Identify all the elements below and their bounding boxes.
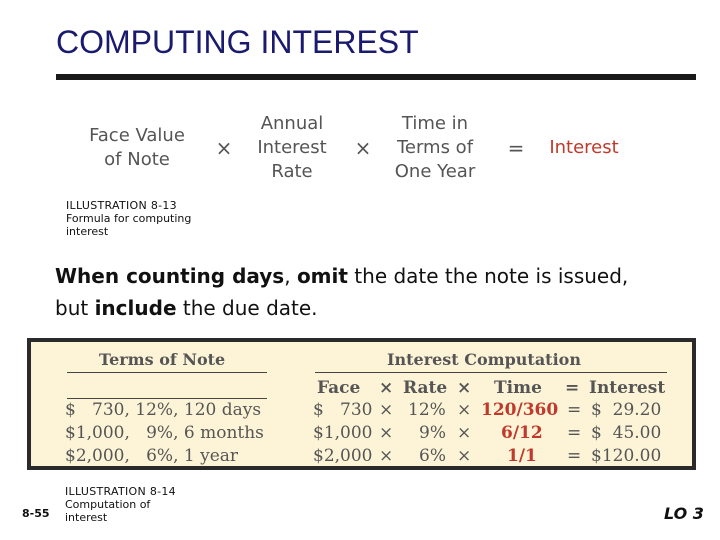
note-text-2: but: [55, 296, 95, 320]
col-rule: [67, 398, 267, 399]
counting-days-note: When counting days, omit the date the no…: [55, 260, 695, 324]
row-3-time: 1/1: [507, 446, 537, 466]
formula-annual-rate-line1: Annual: [260, 113, 324, 134]
title-rule: [56, 74, 696, 80]
formula-face-value-line1: Face Value: [89, 125, 185, 146]
row-2-time: 6/12: [501, 423, 543, 443]
formula-time-line3: One Year: [394, 161, 476, 182]
formula-interest: Interest: [549, 137, 619, 158]
col-interest: Interest: [589, 378, 666, 398]
row-3-rate: 6%: [419, 446, 446, 466]
learning-objective: LO 3: [664, 504, 704, 523]
col-equals: =: [565, 378, 580, 398]
illustration-text-2a: Computation of: [65, 498, 151, 511]
col-time: Time: [494, 378, 542, 398]
col-times-1: ×: [379, 378, 394, 398]
page-title: COMPUTING INTEREST: [56, 24, 419, 60]
illustration-caption-2: ILLUSTRATION 8-14 Computation of interes…: [65, 485, 176, 524]
illustration-text-1b: interest: [66, 225, 109, 238]
formula-times-1: ×: [215, 136, 233, 160]
note-bold-counting: When counting days: [55, 264, 285, 288]
illustration-text-2b: interest: [65, 511, 108, 524]
row-2-times-1: ×: [379, 423, 394, 443]
col-face: Face: [317, 378, 361, 398]
row-3-times-1: ×: [379, 446, 394, 466]
row-3-times-2: ×: [457, 446, 472, 466]
formula-time-line1: Time in: [401, 113, 469, 134]
row-1-face: $ 730: [313, 400, 373, 420]
row-1-rate: 12%: [408, 400, 446, 420]
col-times-2: ×: [457, 378, 472, 398]
row-3-face: $2,000: [313, 446, 373, 466]
interest-computation-table: Terms of Note Interest Computation Face …: [27, 338, 696, 470]
formula-time-line2: Terms of: [396, 137, 474, 158]
illustration-label-1: ILLUSTRATION 8-13: [66, 199, 177, 212]
note-text-1: the date the note is issued,: [347, 264, 629, 288]
row-2-terms: $1,000, 9%, 6 months: [65, 423, 264, 443]
formula-times-2: ×: [354, 136, 372, 160]
row-3-terms: $2,000, 6%, 1 year: [65, 446, 239, 466]
row-2-equals: =: [567, 423, 582, 443]
row-1-time: 120/360: [481, 400, 559, 420]
col-rate: Rate: [403, 378, 448, 398]
formula-equals: =: [507, 136, 525, 160]
formula-face-value-line2: of Note: [104, 149, 170, 170]
note-bold-omit: omit: [296, 264, 348, 288]
header-rule-left: [67, 372, 267, 373]
row-3-interest: $120.00: [591, 446, 662, 466]
row-1-times-2: ×: [457, 400, 472, 420]
note-text-3: the due date.: [176, 296, 318, 320]
slide-number: 8-55: [22, 507, 50, 520]
row-2-times-2: ×: [457, 423, 472, 443]
row-2-rate: 9%: [419, 423, 446, 443]
header-interest-computation: Interest Computation: [387, 350, 581, 369]
illustration-caption-1: ILLUSTRATION 8-13 Formula for computing …: [66, 199, 191, 238]
note-bold-include: include: [94, 296, 177, 320]
row-1-equals: =: [567, 400, 582, 420]
row-1-interest: $ 29.20: [591, 400, 662, 420]
formula-time-in-year: Time in Terms of One Year: [384, 112, 486, 184]
row-1-times-1: ×: [379, 400, 394, 420]
header-terms-of-note: Terms of Note: [99, 350, 226, 369]
illustration-text-1a: Formula for computing: [66, 212, 192, 225]
formula-annual-rate-line3: Rate: [271, 161, 313, 182]
formula-annual-rate-line2: Interest: [257, 137, 327, 158]
row-2-face: $1,000: [313, 423, 373, 443]
row-2-interest: $ 45.00: [591, 423, 662, 443]
formula-annual-rate: Annual Interest Rate: [246, 112, 338, 184]
note-comma: ,: [284, 264, 297, 288]
illustration-label-2: ILLUSTRATION 8-14: [65, 485, 176, 498]
row-1-terms: $ 730, 12%, 120 days: [65, 400, 262, 420]
row-3-equals: =: [567, 446, 582, 466]
formula-face-value: Face Value of Note: [82, 124, 192, 172]
header-rule-right: [315, 372, 667, 373]
